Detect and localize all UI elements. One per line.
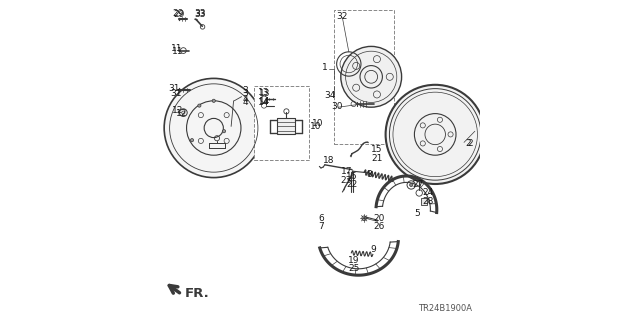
- Text: 28: 28: [422, 197, 434, 206]
- Text: FR.: FR.: [185, 287, 210, 300]
- Text: 1: 1: [323, 63, 328, 72]
- Text: 2: 2: [465, 139, 470, 148]
- Text: 30: 30: [332, 102, 342, 111]
- Text: 29: 29: [173, 10, 185, 19]
- Text: 26: 26: [374, 222, 385, 231]
- Text: 3: 3: [243, 86, 248, 95]
- Text: 24: 24: [422, 188, 434, 197]
- Circle shape: [212, 99, 215, 102]
- Text: 33: 33: [195, 10, 206, 19]
- Text: 19: 19: [348, 256, 360, 265]
- Text: 21: 21: [371, 154, 383, 163]
- Text: 14: 14: [258, 98, 269, 107]
- Text: 25: 25: [348, 264, 360, 273]
- Text: 17: 17: [340, 167, 352, 176]
- Text: TR24B1900A: TR24B1900A: [418, 304, 472, 313]
- Text: 31: 31: [170, 89, 182, 98]
- Bar: [334, 10, 394, 144]
- Circle shape: [410, 183, 413, 187]
- Text: 34: 34: [324, 91, 335, 100]
- Circle shape: [198, 104, 201, 107]
- Text: 12: 12: [172, 106, 184, 115]
- Text: 15: 15: [371, 145, 383, 154]
- Text: 13: 13: [258, 88, 269, 97]
- Text: 22: 22: [346, 180, 358, 189]
- Text: 2: 2: [467, 139, 473, 148]
- Text: 4: 4: [243, 98, 248, 107]
- Text: 11: 11: [170, 44, 182, 52]
- Text: 9: 9: [371, 245, 376, 254]
- Circle shape: [191, 139, 193, 142]
- Text: 20: 20: [374, 214, 385, 223]
- Text: 23: 23: [340, 176, 352, 185]
- Text: 12: 12: [176, 109, 188, 118]
- Text: 18: 18: [323, 156, 335, 165]
- Circle shape: [341, 46, 402, 107]
- Circle shape: [385, 85, 485, 184]
- Text: 31: 31: [168, 84, 179, 93]
- Text: 5: 5: [415, 209, 420, 218]
- Text: 7: 7: [319, 222, 324, 231]
- Text: 14: 14: [259, 97, 271, 106]
- Bar: [278, 118, 296, 134]
- Text: 4: 4: [243, 95, 248, 104]
- Bar: [254, 86, 309, 160]
- Text: 16: 16: [346, 172, 358, 181]
- Bar: [421, 198, 426, 205]
- Text: 13: 13: [259, 89, 271, 98]
- Text: 11: 11: [172, 47, 184, 56]
- Text: 3: 3: [243, 89, 248, 98]
- Text: 33: 33: [194, 9, 205, 18]
- Text: 8: 8: [366, 170, 372, 179]
- Text: 27: 27: [413, 180, 424, 189]
- Text: 10: 10: [312, 119, 323, 128]
- Text: 29: 29: [172, 9, 184, 18]
- Circle shape: [164, 78, 264, 178]
- Text: 6: 6: [319, 214, 324, 223]
- Circle shape: [223, 130, 226, 133]
- Text: 10: 10: [310, 122, 321, 131]
- Text: 32: 32: [336, 12, 348, 21]
